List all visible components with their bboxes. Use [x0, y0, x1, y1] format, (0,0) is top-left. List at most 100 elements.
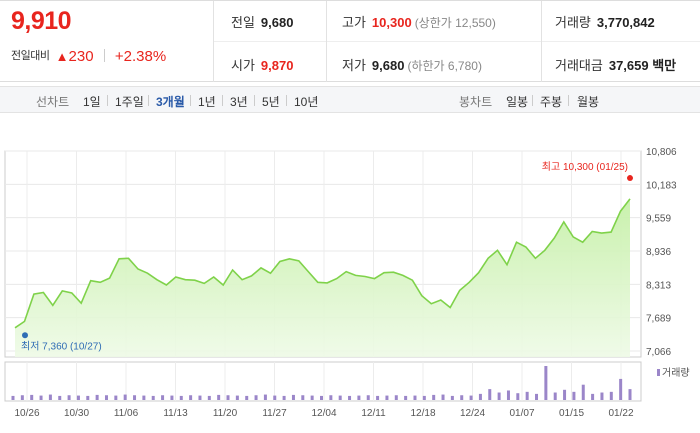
- chart-tabs: 선차트 1일 1주일 3개월 1년 3년 5년 10년 봉차트 일봉 주봉 월봉: [0, 86, 700, 113]
- x-tick-label: 12/18: [410, 408, 435, 419]
- volume-bar: [563, 389, 567, 400]
- line-chart-label: 선차트: [36, 95, 70, 109]
- upper-limit: (상한가 12,550): [414, 16, 496, 30]
- price-area: [15, 198, 630, 357]
- low-value: 9,680: [371, 58, 405, 73]
- row-divider: [214, 41, 700, 42]
- volume-value: 3,770,842: [596, 15, 655, 30]
- tab-divider: [254, 95, 255, 106]
- volume-bar: [161, 395, 165, 400]
- volume-bar: [245, 395, 249, 400]
- volume-bar: [235, 395, 239, 400]
- volume-bar: [628, 389, 632, 400]
- volume-bar: [376, 395, 380, 400]
- x-tick-label: 12/04: [311, 408, 336, 419]
- volume-bar: [114, 395, 118, 400]
- volume-bar: [226, 395, 230, 400]
- volume-bar: [30, 394, 34, 400]
- x-tick-label: 11/06: [114, 408, 139, 419]
- volume-bar: [394, 395, 398, 400]
- volume-bar: [366, 395, 370, 400]
- volume-bar: [404, 395, 408, 400]
- change-percent: +2.38%: [114, 48, 167, 65]
- volume-bar: [460, 395, 464, 400]
- volume-bar: [581, 384, 585, 400]
- x-tick-label: 11/27: [262, 408, 287, 419]
- tab-daily[interactable]: 일봉: [506, 95, 529, 109]
- open-label: 시가: [231, 58, 255, 73]
- volume-bar: [170, 395, 174, 400]
- volume-bar: [469, 395, 473, 400]
- tab-1d[interactable]: 1일: [83, 95, 101, 109]
- open-price: 시가 9,870: [231, 55, 293, 74]
- volume-bar: [58, 395, 62, 400]
- prev-close: 전일 9,680: [231, 12, 293, 31]
- tab-divider: [222, 95, 223, 106]
- low-label: 저가: [342, 58, 366, 73]
- x-tick-label: 01/22: [608, 408, 633, 419]
- x-tick-label: 10/30: [64, 408, 89, 419]
- volume-bar: [320, 395, 323, 400]
- volume-bar: [488, 389, 492, 400]
- volume-bar: [123, 394, 127, 400]
- volume-bar: [516, 393, 520, 400]
- volume-bar: [179, 395, 183, 400]
- y-tick-label: 8,936: [646, 247, 671, 258]
- y-tick-label: 10,806: [646, 147, 677, 158]
- volume-bar: [385, 395, 389, 400]
- tab-10y[interactable]: 10년: [294, 95, 319, 109]
- tab-1w[interactable]: 1주일: [115, 95, 144, 109]
- volume-bar: [207, 395, 211, 400]
- max-marker: [627, 175, 633, 182]
- candle-chart-label: 봉차트: [459, 95, 493, 109]
- volume-bar: [572, 391, 576, 400]
- volume: 거래량 3,770,842: [555, 12, 655, 31]
- y-tick-label: 10,183: [646, 180, 677, 191]
- volume-bar: [413, 395, 417, 400]
- amount-label: 거래대금: [555, 58, 603, 73]
- change-label: 전일대비: [11, 50, 50, 62]
- volume-bar: [20, 395, 24, 400]
- high-label: 고가: [342, 15, 366, 30]
- tab-weekly[interactable]: 주봉: [540, 95, 563, 109]
- volume-bar: [11, 395, 15, 400]
- tab-3y[interactable]: 3년: [230, 95, 248, 109]
- volume-legend-label: 거래량: [662, 367, 690, 379]
- tab-5y[interactable]: 5년: [262, 95, 280, 109]
- volume-bar: [619, 378, 623, 400]
- volume-bar: [104, 395, 108, 400]
- tab-1y[interactable]: 1년: [198, 95, 216, 109]
- tab-divider: [148, 95, 149, 106]
- prev-close-label: 전일: [231, 15, 255, 30]
- x-tick-label: 12/24: [460, 408, 485, 419]
- volume-bar: [348, 395, 352, 400]
- volume-bar: [357, 395, 361, 400]
- prev-close-value: 9,680: [260, 15, 294, 30]
- tab-monthly[interactable]: 월봉: [577, 95, 600, 109]
- tab-3m[interactable]: 3개월: [156, 95, 185, 109]
- volume-bar: [478, 393, 482, 400]
- amount-value: 37,659 백만: [608, 58, 677, 73]
- x-tick-label: 01/07: [509, 408, 534, 419]
- volume-bar: [76, 395, 80, 400]
- volume-bar: [291, 394, 295, 400]
- volume-bar: [86, 395, 90, 400]
- volume-bar: [591, 393, 595, 400]
- volume-bar: [497, 392, 501, 400]
- col-divider: [541, 1, 542, 82]
- min-annotation: 최저 7,360 (10/27): [21, 340, 102, 352]
- volume-bar: [151, 395, 155, 400]
- max-annotation: 최고 10,300 (01/25): [542, 161, 628, 173]
- volume-bar: [329, 395, 333, 400]
- volume-label: 거래량: [555, 15, 591, 30]
- volume-bar: [282, 395, 286, 400]
- volume-bar: [198, 395, 202, 400]
- tab-divider: [107, 95, 108, 106]
- min-marker: [22, 332, 28, 339]
- volume-plot-frame: [4, 361, 642, 402]
- tab-divider: [568, 95, 569, 106]
- volume-bar: [133, 395, 137, 400]
- volume-bar: [422, 395, 426, 400]
- x-tick-label: 11/13: [163, 408, 188, 419]
